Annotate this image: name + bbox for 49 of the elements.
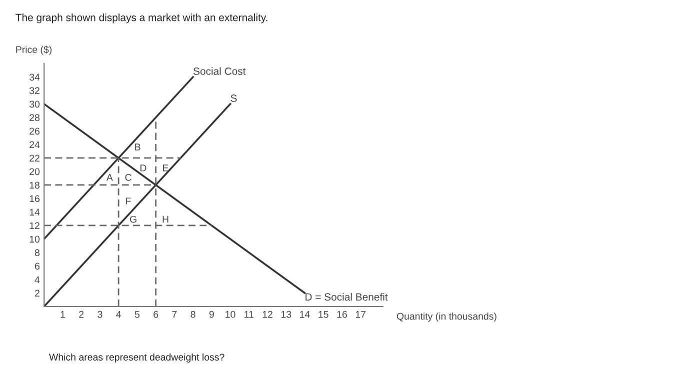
y-tick-label: 30 [29,100,40,108]
x-tick-label: 17 [356,311,366,318]
y-tick-label: 10 [30,236,40,243]
y-tick-label: 2 [35,290,40,297]
x-tick-label: 12 [262,310,272,318]
annotation: H [162,216,168,223]
x-tick-label: 2 [79,310,84,318]
y-tick-label: 26 [30,128,40,135]
annotation: E [163,164,168,172]
series-label: D = Social Benefit [306,293,388,301]
y-axis-title: Price ($) [16,46,52,55]
x-tick-label: 3 [98,310,102,318]
y-tick-label: 22 [30,154,40,162]
x-axis-title: Quantity (in thousands) [396,312,496,322]
y-tick-label: 14 [30,208,40,216]
x-tick-label: 13 [281,310,292,318]
x-tick-label: 11 [244,311,254,318]
y-tick-label: 28 [30,114,40,122]
x-tick-label: 4 [116,311,121,318]
series-label: S [230,94,237,102]
x-tick-label: 1 [60,311,65,318]
text: Which areas represent deadweight loss? [49,353,224,363]
annotation: G [130,216,136,223]
y-tick-label: 12 [30,222,40,230]
x-tick-label: 14 [300,311,310,318]
x-tick-label: 5 [134,311,140,318]
chart-title: The graph shown displays a market with an externality. [16,14,268,24]
y-tick-label: 8 [34,249,40,256]
annotation: C [125,174,132,181]
x-tick-label: 7 [172,311,177,318]
y-tick-label: 16 [30,195,40,202]
annotation: D [140,164,146,172]
x-tick-label: 8 [190,310,196,318]
y-tick-label: 32 [29,87,40,94]
annotation: A [106,174,113,181]
x-tick-label: 15 [318,311,328,318]
x-tick-label: 9 [209,310,214,318]
y-tick-label: 20 [30,168,40,176]
y-tick-label: 24 [30,141,40,148]
x-tick-label: 10 [226,310,236,318]
y-tick-label: 34 [29,74,40,81]
annotation: F [126,198,131,204]
x-tick-label: 6 [154,310,158,318]
y-tick-label: 6 [35,262,40,270]
series-label: Social Cost [193,67,246,75]
y-tick-label: 18 [30,182,40,189]
x-tick-label: 16 [337,310,347,318]
y-tick-label: 4 [34,276,40,284]
annotation: B [135,144,140,150]
